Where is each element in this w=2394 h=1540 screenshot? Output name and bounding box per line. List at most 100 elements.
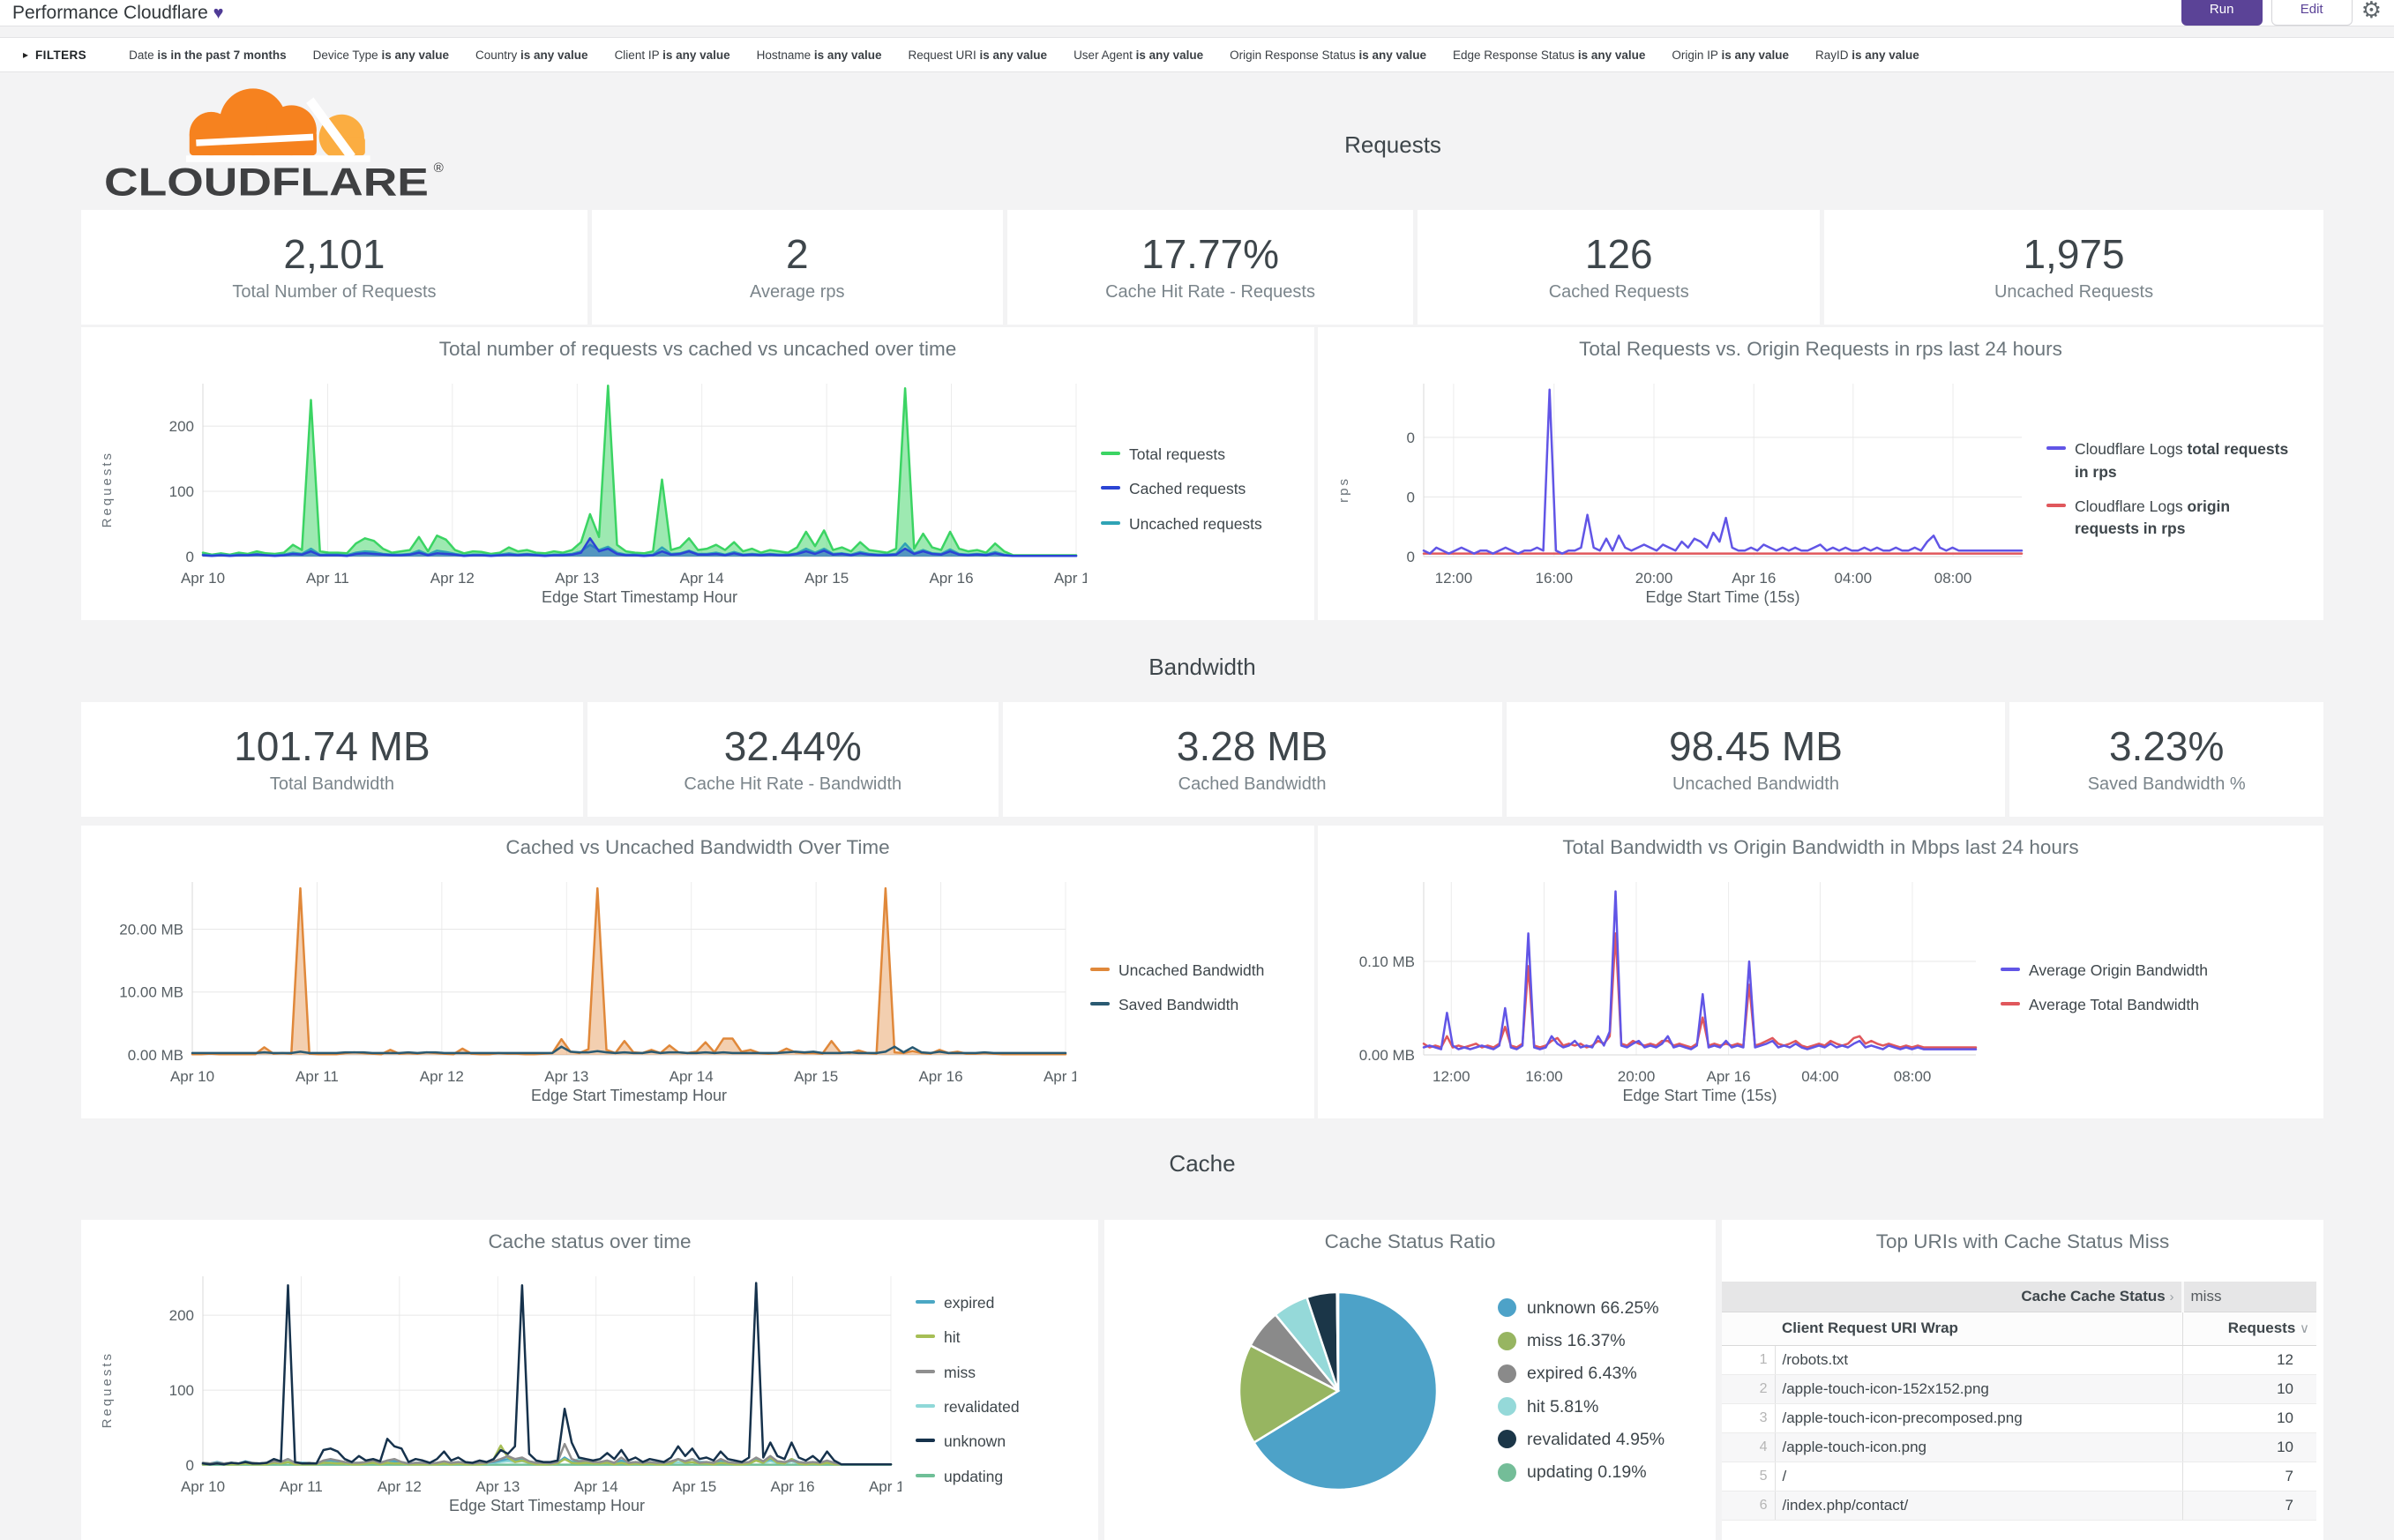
filter-item-edge-response-status[interactable]: Edge Response Status is any value xyxy=(1453,48,1646,62)
legend-item-cloudflare-logs-origin-requests-in-rps[interactable]: Cloudflare Logs origin requests in rps xyxy=(2046,496,2297,541)
cell-requests[interactable]: 10 xyxy=(2181,1432,2316,1462)
filter-item-date[interactable]: Date is in the past 7 months xyxy=(129,48,287,62)
filter-item-device-type[interactable]: Device Type is any value xyxy=(312,48,449,62)
filter-item-user-agent[interactable]: User Agent is any value xyxy=(1074,48,1204,62)
legend-item-expired[interactable]: expired 6.43% xyxy=(1498,1361,1665,1386)
kpi-label: Total Bandwidth xyxy=(269,774,395,794)
cell-requests[interactable]: 10 xyxy=(2181,1374,2316,1404)
cell-requests[interactable]: 7 xyxy=(2181,1491,2316,1521)
run-button[interactable]: Run xyxy=(2181,0,2263,26)
gear-icon[interactable]: ⚙ xyxy=(2360,0,2382,23)
svg-text:Apr 15: Apr 15 xyxy=(794,1068,838,1085)
legend-item-hit[interactable]: hit xyxy=(916,1327,1060,1349)
table-row: 5/7 xyxy=(1722,1462,2316,1491)
filter-item-origin-ip[interactable]: Origin IP is any value xyxy=(1672,48,1789,62)
legend-dot-icon xyxy=(1498,1364,1516,1383)
filter-list: Date is in the past 7 months Device Type … xyxy=(129,49,2394,62)
filter-item-client-ip[interactable]: Client IP is any value xyxy=(614,48,730,62)
y-axis-label: Requests xyxy=(99,451,115,528)
cell-uri[interactable]: /index.php/contact/ xyxy=(1775,1491,2182,1521)
legend-item-revalidated[interactable]: revalidated xyxy=(916,1396,1060,1418)
cloudflare-logo: CLOUDFLARE ® xyxy=(81,78,462,212)
pie-slice-unknown[interactable] xyxy=(1252,1290,1439,1491)
requests-section-header: CLOUDFLARE ® Requests xyxy=(81,79,2323,210)
chart-title: Total Bandwidth vs Origin Bandwidth in M… xyxy=(1562,836,2079,858)
pie-slice-miss[interactable] xyxy=(1238,1343,1341,1445)
legend-item-total-requests[interactable]: Total requests xyxy=(1101,444,1290,466)
pivot-value[interactable]: miss xyxy=(2181,1282,2316,1312)
cell-uri[interactable]: /apple-touch-icon-152x152.png xyxy=(1775,1374,2182,1404)
chart-body: rps 12:00 16:00 20:00 Apr 16 04:00 08:00 0 0 0 Edg… xyxy=(1318,371,2323,608)
svg-text:0: 0 xyxy=(1407,549,1415,565)
legend-item-hit[interactable]: hit 5.81% xyxy=(1498,1394,1665,1419)
row-index: 1 xyxy=(1722,1345,1776,1375)
section-title-cache: Cache xyxy=(1169,1150,1236,1177)
legend-label: Cloudflare Logs origin requests in rps xyxy=(2075,497,2231,538)
svg-text:Apr 16: Apr 16 xyxy=(918,1068,962,1085)
filter-item-request-uri[interactable]: Request URI is any value xyxy=(908,48,1048,62)
svg-text:Apr 11: Apr 11 xyxy=(296,1068,339,1085)
kpi-value: 3.28 MB xyxy=(1176,723,1328,770)
requests-column-header[interactable]: Requests ∨ xyxy=(2181,1311,2316,1346)
cell-requests[interactable]: 12 xyxy=(2181,1345,2316,1375)
column-header-row: Client Request URI Wrap Requests ∨ xyxy=(1722,1311,2316,1346)
svg-text:Apr 13: Apr 13 xyxy=(475,1478,520,1495)
cell-requests[interactable]: 7 xyxy=(2181,1462,2316,1491)
legend-item-cached-requests[interactable]: Cached requests xyxy=(1101,478,1290,500)
legend-item-average-total-bandwidth[interactable]: Average Total Bandwidth xyxy=(2001,994,2260,1016)
cell-uri[interactable]: / xyxy=(1775,1462,2182,1491)
svg-text:Apr 17: Apr 17 xyxy=(1054,570,1087,587)
legend-item-unknown[interactable]: unknown xyxy=(916,1431,1060,1453)
cell-uri[interactable]: /apple-touch-icon.png xyxy=(1775,1432,2182,1462)
kpi-tile-uncached-requests: 1,975 Uncached Requests xyxy=(1824,210,2323,325)
cell-uri[interactable]: /apple-touch-icon-precomposed.png xyxy=(1775,1403,2182,1433)
pivot-field-header[interactable]: Cache Cache Status › xyxy=(1722,1282,2182,1312)
pie-slice-updating[interactable] xyxy=(1335,1290,1340,1392)
kpi-label: Uncached Requests xyxy=(1994,281,2154,302)
page-title: Performance Cloudflare ♥ xyxy=(12,3,224,24)
filter-item-rayid[interactable]: RayID is any value xyxy=(1815,48,1919,62)
kpi-value: 1,975 xyxy=(2023,231,2125,278)
legend-label: expired xyxy=(944,1293,995,1312)
cell-uri[interactable]: /robots.txt xyxy=(1775,1345,2182,1375)
cell-requests[interactable]: 10 xyxy=(2181,1403,2316,1433)
legend-swatch-icon xyxy=(916,1439,935,1443)
filters-toggle[interactable]: FILTERS xyxy=(35,48,87,62)
svg-text:Apr 13: Apr 13 xyxy=(555,570,599,587)
chart-title: Cache Status Ratio xyxy=(1324,1230,1496,1252)
filter-item-origin-response-status[interactable]: Origin Response Status is any value xyxy=(1230,48,1427,62)
legend-item-cloudflare-logs-total-requests-in-rps[interactable]: Cloudflare Logs total requests in rps xyxy=(2046,438,2297,483)
legend-item-uncached-requests[interactable]: Uncached requests xyxy=(1101,513,1290,535)
svg-text:Apr 16: Apr 16 xyxy=(1707,1068,1751,1085)
kpi-value: 32.44% xyxy=(723,723,862,770)
kpi-label: Saved Bandwidth % xyxy=(2087,774,2246,794)
kpi-tile-total-bandwidth: 101.74 MB Total Bandwidth xyxy=(81,702,583,817)
legend-item-miss[interactable]: miss xyxy=(916,1362,1060,1384)
svg-text:20.00 MB: 20.00 MB xyxy=(119,921,183,938)
legend-item-revalidated[interactable]: revalidated 4.95% xyxy=(1498,1427,1665,1452)
cloudflare-wordmark: CLOUDFLARE xyxy=(104,161,429,204)
filter-item-country[interactable]: Country is any value xyxy=(475,48,588,62)
legend-item-saved-bandwidth[interactable]: Saved Bandwidth xyxy=(1090,994,1288,1016)
kpi-value: 101.74 MB xyxy=(234,723,430,770)
legend-swatch-icon xyxy=(916,1369,935,1373)
uri-column-header[interactable]: Client Request URI Wrap xyxy=(1775,1311,2182,1346)
legend-item-average-origin-bandwidth[interactable]: Average Origin Bandwidth xyxy=(2001,960,2260,982)
heart-icon: ♥ xyxy=(213,3,224,23)
svg-text:Apr 12: Apr 12 xyxy=(378,1478,422,1495)
chart-body: 12:00 16:00 20:00 Apr 16 04:00 08:00 0.00 MB 0.… xyxy=(1318,870,2323,1106)
legend-item-uncached-bandwidth[interactable]: Uncached Bandwidth xyxy=(1090,960,1288,982)
top-bar: Performance Cloudflare ♥ Run Edit ⚙ xyxy=(0,0,2394,26)
table-card-top-uris: Top URIs with Cache Status Miss Cache Cac… xyxy=(1722,1220,2323,1540)
legend-item-expired[interactable]: expired xyxy=(916,1292,1060,1314)
filter-item-hostname[interactable]: Hostname is any value xyxy=(756,48,882,62)
svg-text:12:00: 12:00 xyxy=(1435,570,1473,587)
legend-item-miss[interactable]: miss 16.37% xyxy=(1498,1328,1665,1353)
edit-button[interactable]: Edit xyxy=(2271,0,2353,26)
legend-item-updating[interactable]: updating xyxy=(916,1466,1060,1488)
legend-item-unknown[interactable]: unknown 66.25% xyxy=(1498,1296,1665,1320)
legend-label: Saved Bandwidth xyxy=(1118,996,1239,1013)
legend-item-updating[interactable]: updating 0.19% xyxy=(1498,1460,1665,1484)
filters-expand-icon[interactable]: ▸ xyxy=(23,49,29,61)
